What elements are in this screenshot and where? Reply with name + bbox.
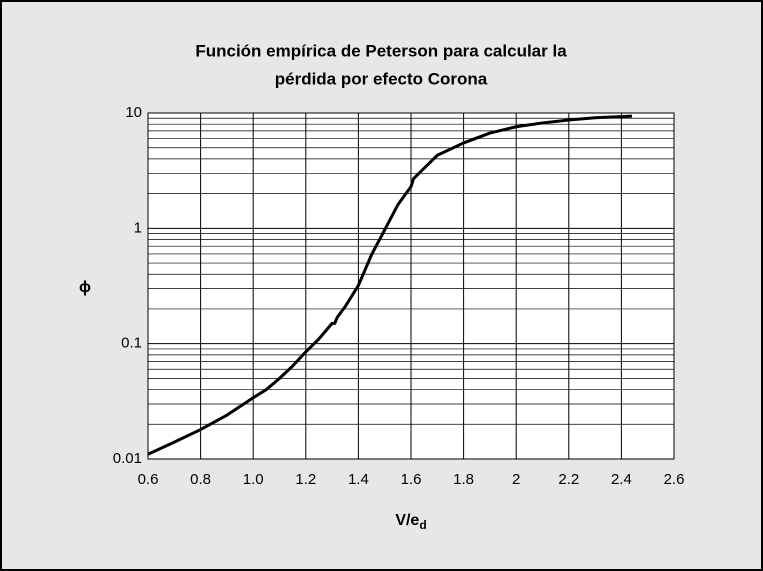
y-tick-label: 10 xyxy=(125,104,142,121)
y-tick-label: 0.01 xyxy=(113,450,142,467)
x-tick-label: 1.4 xyxy=(348,471,369,488)
chart-title: pérdida por efecto Corona xyxy=(275,69,488,88)
x-tick-label: 2 xyxy=(512,471,520,488)
x-tick-label: 0.6 xyxy=(138,471,159,488)
x-tick-label: 1.2 xyxy=(295,471,316,488)
chart-title: Función empírica de Peterson para calcul… xyxy=(195,41,567,60)
x-tick-label: 2.2 xyxy=(558,471,579,488)
y-tick-label: 1 xyxy=(134,219,142,236)
line-series xyxy=(147,114,632,456)
x-axis-label-sub: d xyxy=(419,518,426,532)
x-axis-label-main: V/e xyxy=(395,512,419,529)
x-tick-label: 2.6 xyxy=(664,471,685,488)
plot-border xyxy=(147,112,675,460)
x-tick-label: 1.0 xyxy=(243,471,264,488)
y-tick-label: 0.1 xyxy=(121,335,142,352)
y-axis-label: ϕ xyxy=(79,279,91,296)
x-tick-label: 0.8 xyxy=(190,471,211,488)
x-tick-label: 1.8 xyxy=(453,471,474,488)
x-axis-label: V/ed xyxy=(395,512,426,532)
x-tick-label: 2.4 xyxy=(611,471,632,488)
x-tick-label: 1.6 xyxy=(401,471,422,488)
